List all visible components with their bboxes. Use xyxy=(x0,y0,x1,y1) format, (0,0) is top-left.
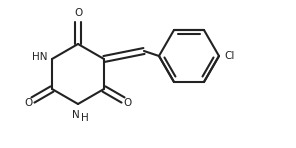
Text: O: O xyxy=(123,98,131,107)
Text: Cl: Cl xyxy=(224,51,234,61)
Text: HN: HN xyxy=(31,52,47,62)
Text: O: O xyxy=(74,8,82,18)
Text: H: H xyxy=(81,113,89,123)
Text: O: O xyxy=(25,98,33,107)
Text: N: N xyxy=(72,110,80,120)
